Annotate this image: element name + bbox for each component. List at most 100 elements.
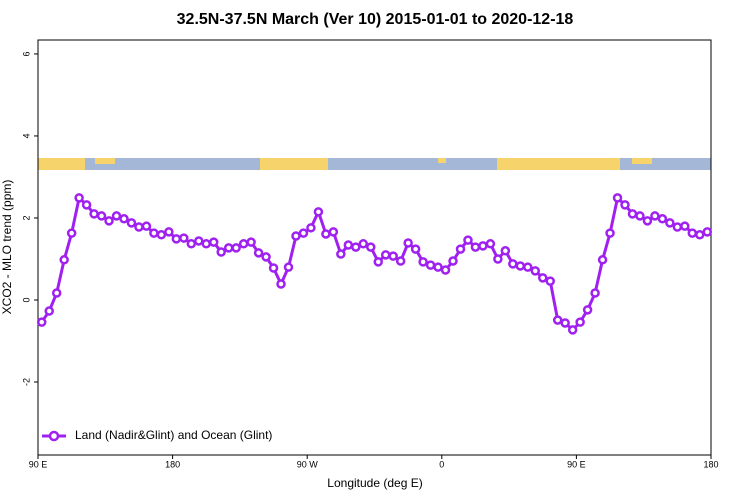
point — [351, 242, 361, 252]
point — [582, 305, 593, 315]
point — [395, 256, 406, 266]
y-tick-label: 2 — [21, 215, 31, 220]
point — [552, 315, 563, 325]
point — [343, 240, 354, 250]
point — [590, 288, 600, 298]
point — [358, 239, 369, 249]
point — [680, 221, 690, 231]
x-tick-label: 0 — [439, 459, 444, 469]
point — [194, 236, 204, 246]
land-ocean-strip — [38, 158, 711, 170]
point — [201, 239, 211, 249]
point — [440, 265, 451, 275]
y-tick-label: 6 — [21, 51, 31, 56]
point — [298, 228, 309, 238]
point — [545, 276, 555, 286]
point — [261, 252, 271, 262]
point — [463, 235, 473, 245]
x-tick-label: 90 W — [297, 459, 319, 469]
point — [89, 209, 99, 219]
point — [306, 223, 316, 233]
y-tick-label: 4 — [21, 133, 31, 138]
point — [373, 257, 383, 267]
point — [425, 260, 436, 270]
point — [560, 318, 570, 328]
point — [321, 229, 331, 239]
point — [336, 249, 346, 259]
point — [171, 234, 182, 244]
x-tick-label: 90 E — [29, 459, 48, 469]
point — [403, 238, 413, 248]
point — [672, 222, 683, 232]
point — [575, 317, 585, 327]
point — [665, 218, 675, 228]
point — [388, 251, 398, 261]
point — [246, 237, 256, 247]
point — [81, 200, 92, 210]
point — [612, 193, 623, 203]
x-tick-label: 180 — [703, 459, 718, 469]
point — [530, 266, 541, 276]
point — [627, 209, 638, 219]
point — [164, 227, 174, 237]
point — [642, 216, 653, 226]
point — [208, 237, 219, 247]
point — [186, 239, 197, 249]
point — [141, 221, 152, 231]
point — [657, 214, 668, 224]
point — [702, 227, 713, 237]
point — [96, 211, 107, 221]
point — [238, 239, 249, 249]
point — [650, 211, 660, 221]
point — [455, 244, 466, 254]
point — [500, 246, 511, 256]
y-tick-label: 0 — [21, 297, 31, 302]
point — [635, 211, 645, 221]
point — [283, 262, 294, 272]
point — [223, 243, 234, 253]
point — [253, 248, 264, 258]
point — [448, 256, 458, 266]
point — [605, 228, 615, 238]
point — [216, 247, 226, 257]
point — [687, 228, 698, 238]
point — [119, 214, 129, 224]
point — [134, 222, 144, 232]
point — [231, 243, 241, 253]
point — [523, 262, 533, 272]
point — [597, 255, 608, 265]
point — [433, 262, 443, 272]
point — [156, 230, 167, 240]
point — [44, 306, 54, 316]
point — [268, 263, 279, 273]
legend-marker — [48, 430, 60, 442]
point — [366, 242, 376, 252]
point — [493, 254, 503, 264]
point — [470, 242, 481, 252]
point — [104, 216, 114, 226]
point — [328, 227, 339, 237]
point — [74, 193, 84, 203]
point — [179, 233, 189, 243]
point — [620, 200, 630, 210]
point — [51, 288, 62, 298]
point — [291, 231, 301, 241]
point — [695, 230, 705, 240]
point — [111, 211, 122, 221]
point — [410, 244, 421, 254]
point — [418, 257, 428, 267]
point — [538, 273, 548, 283]
x-tick-label: 90 E — [567, 459, 586, 469]
plot-frame — [37, 39, 712, 456]
point — [313, 207, 324, 217]
point — [276, 279, 286, 289]
point — [66, 228, 77, 238]
x-tick-label: 180 — [165, 459, 180, 469]
point — [515, 261, 526, 271]
y-axis-label: XCO2 - MLO trend (ppm) — [0, 180, 14, 315]
legend-label: Land (Nadir&Glint) and Ocean (Glint) — [75, 428, 272, 442]
point — [149, 228, 159, 238]
point — [36, 317, 47, 327]
chart-title: 32.5N-37.5N March (Ver 10) 2015-01-01 to… — [177, 11, 574, 28]
